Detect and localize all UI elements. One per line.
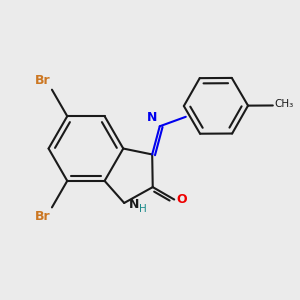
Text: O: O: [176, 193, 187, 206]
Text: H: H: [139, 204, 147, 214]
Text: N: N: [129, 198, 139, 211]
Text: Br: Br: [35, 210, 50, 223]
Text: N: N: [147, 111, 158, 124]
Text: CH₃: CH₃: [274, 99, 294, 109]
Text: Br: Br: [35, 74, 50, 87]
